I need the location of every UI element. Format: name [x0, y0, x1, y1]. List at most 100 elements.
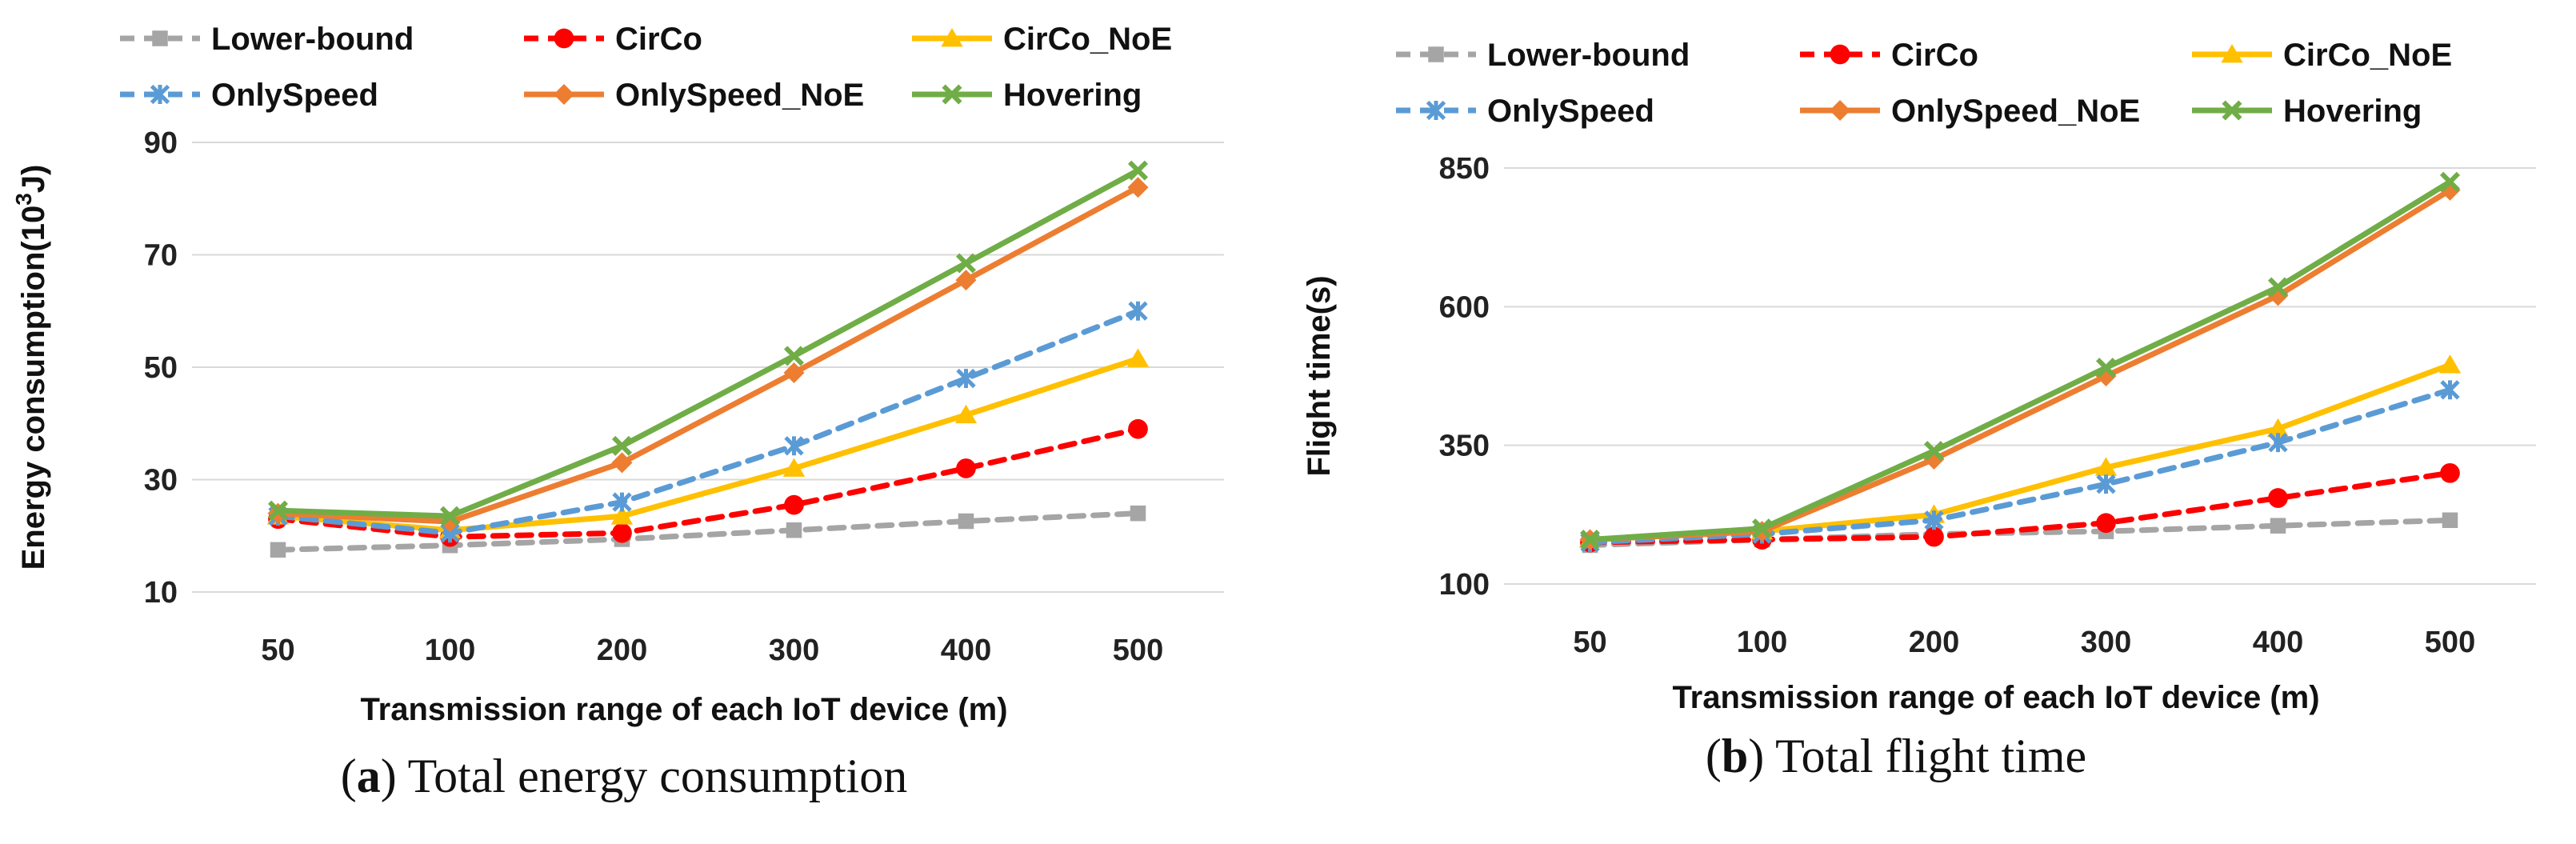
- legend-item: CirCo: [1800, 38, 1978, 73]
- legend-marker: [1830, 100, 1850, 121]
- y-tick-label: 10: [144, 576, 178, 610]
- legend-marker: [941, 28, 963, 47]
- caption-paren: (: [341, 750, 357, 802]
- caption-paren: (: [1706, 730, 1722, 782]
- data-point: [955, 270, 977, 291]
- data-point: [2270, 518, 2286, 534]
- legend-marker: [942, 84, 962, 105]
- series-line: [1587, 187, 2453, 543]
- data-point: [783, 362, 805, 384]
- data-point: [612, 522, 632, 543]
- data-point: [1924, 526, 1944, 547]
- series-onlyspeed-noe: [1579, 179, 2461, 550]
- series-line: [275, 167, 1141, 519]
- data-point: [786, 522, 802, 538]
- legend-item: CirCo_NoE: [912, 22, 1172, 57]
- data-point: [2442, 512, 2458, 529]
- x-tick-label: 100: [1737, 626, 1787, 659]
- data-point: [610, 506, 634, 525]
- y-tick-label: 30: [144, 464, 178, 498]
- panel-caption: (a) Total energy consumption: [341, 750, 907, 802]
- x-tick-label: 400: [2253, 626, 2303, 659]
- caption-text: ) Total flight time: [1748, 730, 2086, 782]
- legend-item: OnlySpeed_NoE: [1800, 94, 2140, 129]
- legend-label: OnlySpeed_NoE: [615, 78, 864, 113]
- legend-item: CirCo: [524, 22, 702, 57]
- legend-label: OnlySpeed: [211, 78, 378, 113]
- legend-marker: [2222, 100, 2242, 121]
- x-tick-label: 500: [1113, 634, 1163, 667]
- y-tick-label: 70: [144, 239, 178, 273]
- data-point: [954, 404, 978, 424]
- legend-marker: [152, 30, 168, 46]
- legend-label: Lower-bound: [211, 22, 414, 57]
- panel-caption: (b) Total flight time: [1706, 730, 2086, 782]
- data-point: [2268, 488, 2288, 508]
- legend-marker: [1428, 46, 1444, 62]
- y-tick-label: 850: [1439, 152, 1490, 186]
- legend-marker: [1830, 44, 1850, 65]
- data-point: [2440, 380, 2460, 400]
- legend-marker: [2221, 44, 2243, 63]
- data-point: [267, 500, 289, 521]
- legend-label: Hovering: [2283, 94, 2422, 129]
- data-point: [439, 506, 461, 526]
- y-axis-title: Flight time(s): [1302, 275, 1337, 476]
- x-tick-label: 200: [1909, 626, 1959, 659]
- legend-item: Hovering: [2192, 94, 2422, 129]
- data-point: [955, 253, 977, 274]
- data-point: [2268, 433, 2288, 453]
- data-point: [2095, 358, 2117, 378]
- data-point: [782, 458, 806, 477]
- legend-marker: [150, 84, 170, 105]
- series-line: [1587, 470, 2453, 546]
- data-point: [2439, 171, 2461, 192]
- x-tick-label: 300: [769, 634, 819, 667]
- data-point: [2267, 277, 2289, 298]
- legend-marker: [1426, 100, 1446, 121]
- data-point: [1923, 441, 1945, 462]
- x-tick-label: 500: [2425, 626, 2475, 659]
- series-onlyspeed: [268, 301, 1148, 543]
- y-tick-label: 90: [144, 126, 178, 160]
- legend-item: OnlySpeed_NoE: [524, 78, 864, 113]
- series-circo-noe: [266, 348, 1150, 539]
- legend-label: CirCo_NoE: [2283, 38, 2452, 73]
- legend-label: CirCo: [615, 22, 702, 57]
- data-point: [1127, 177, 1149, 198]
- data-point: [1126, 348, 1150, 367]
- data-point: [1128, 418, 1148, 439]
- legend-item: Lower-bound: [1396, 38, 1690, 73]
- x-tick-label: 300: [2081, 626, 2131, 659]
- legend-label: Lower-bound: [1487, 38, 1690, 73]
- data-point: [2440, 462, 2460, 483]
- y-tick-label: 50: [144, 351, 178, 385]
- x-tick-label: 200: [597, 634, 647, 667]
- y-axis-title: Energy consumption(103J): [11, 165, 51, 570]
- data-point: [2438, 354, 2462, 374]
- data-point: [956, 458, 976, 478]
- data-point: [1924, 510, 1944, 530]
- data-point: [2096, 513, 2116, 534]
- data-point: [1751, 518, 1773, 539]
- y-axis-title-part: J): [16, 165, 51, 194]
- y-axis-title-sup: 3: [11, 193, 36, 206]
- data-point: [611, 435, 633, 456]
- data-point: [783, 346, 805, 366]
- series-line: [1587, 362, 2453, 543]
- series-hovering: [267, 160, 1149, 526]
- data-point: [1127, 160, 1149, 181]
- legend-item: CirCo_NoE: [2192, 38, 2452, 73]
- data-point: [1579, 530, 1601, 550]
- chart-panel-a: 10 30 50 70 90 50 100 200 300 400 500 Energy consum…: [11, 22, 1224, 802]
- caption-letter: a: [357, 750, 381, 802]
- data-point: [2094, 457, 2118, 476]
- x-tick-label: 50: [261, 634, 294, 667]
- y-tick-label: 600: [1439, 290, 1490, 324]
- series-line: [275, 184, 1141, 525]
- legend-item: OnlySpeed: [120, 78, 378, 113]
- y-axis-title-part: Energy consumption(10: [16, 206, 51, 570]
- chart-panel-b: 100 350 600 850 50 100 200 300 400 500 Flight time…: [1302, 38, 2536, 782]
- x-tick-label: 400: [941, 634, 991, 667]
- series-line: [275, 308, 1141, 536]
